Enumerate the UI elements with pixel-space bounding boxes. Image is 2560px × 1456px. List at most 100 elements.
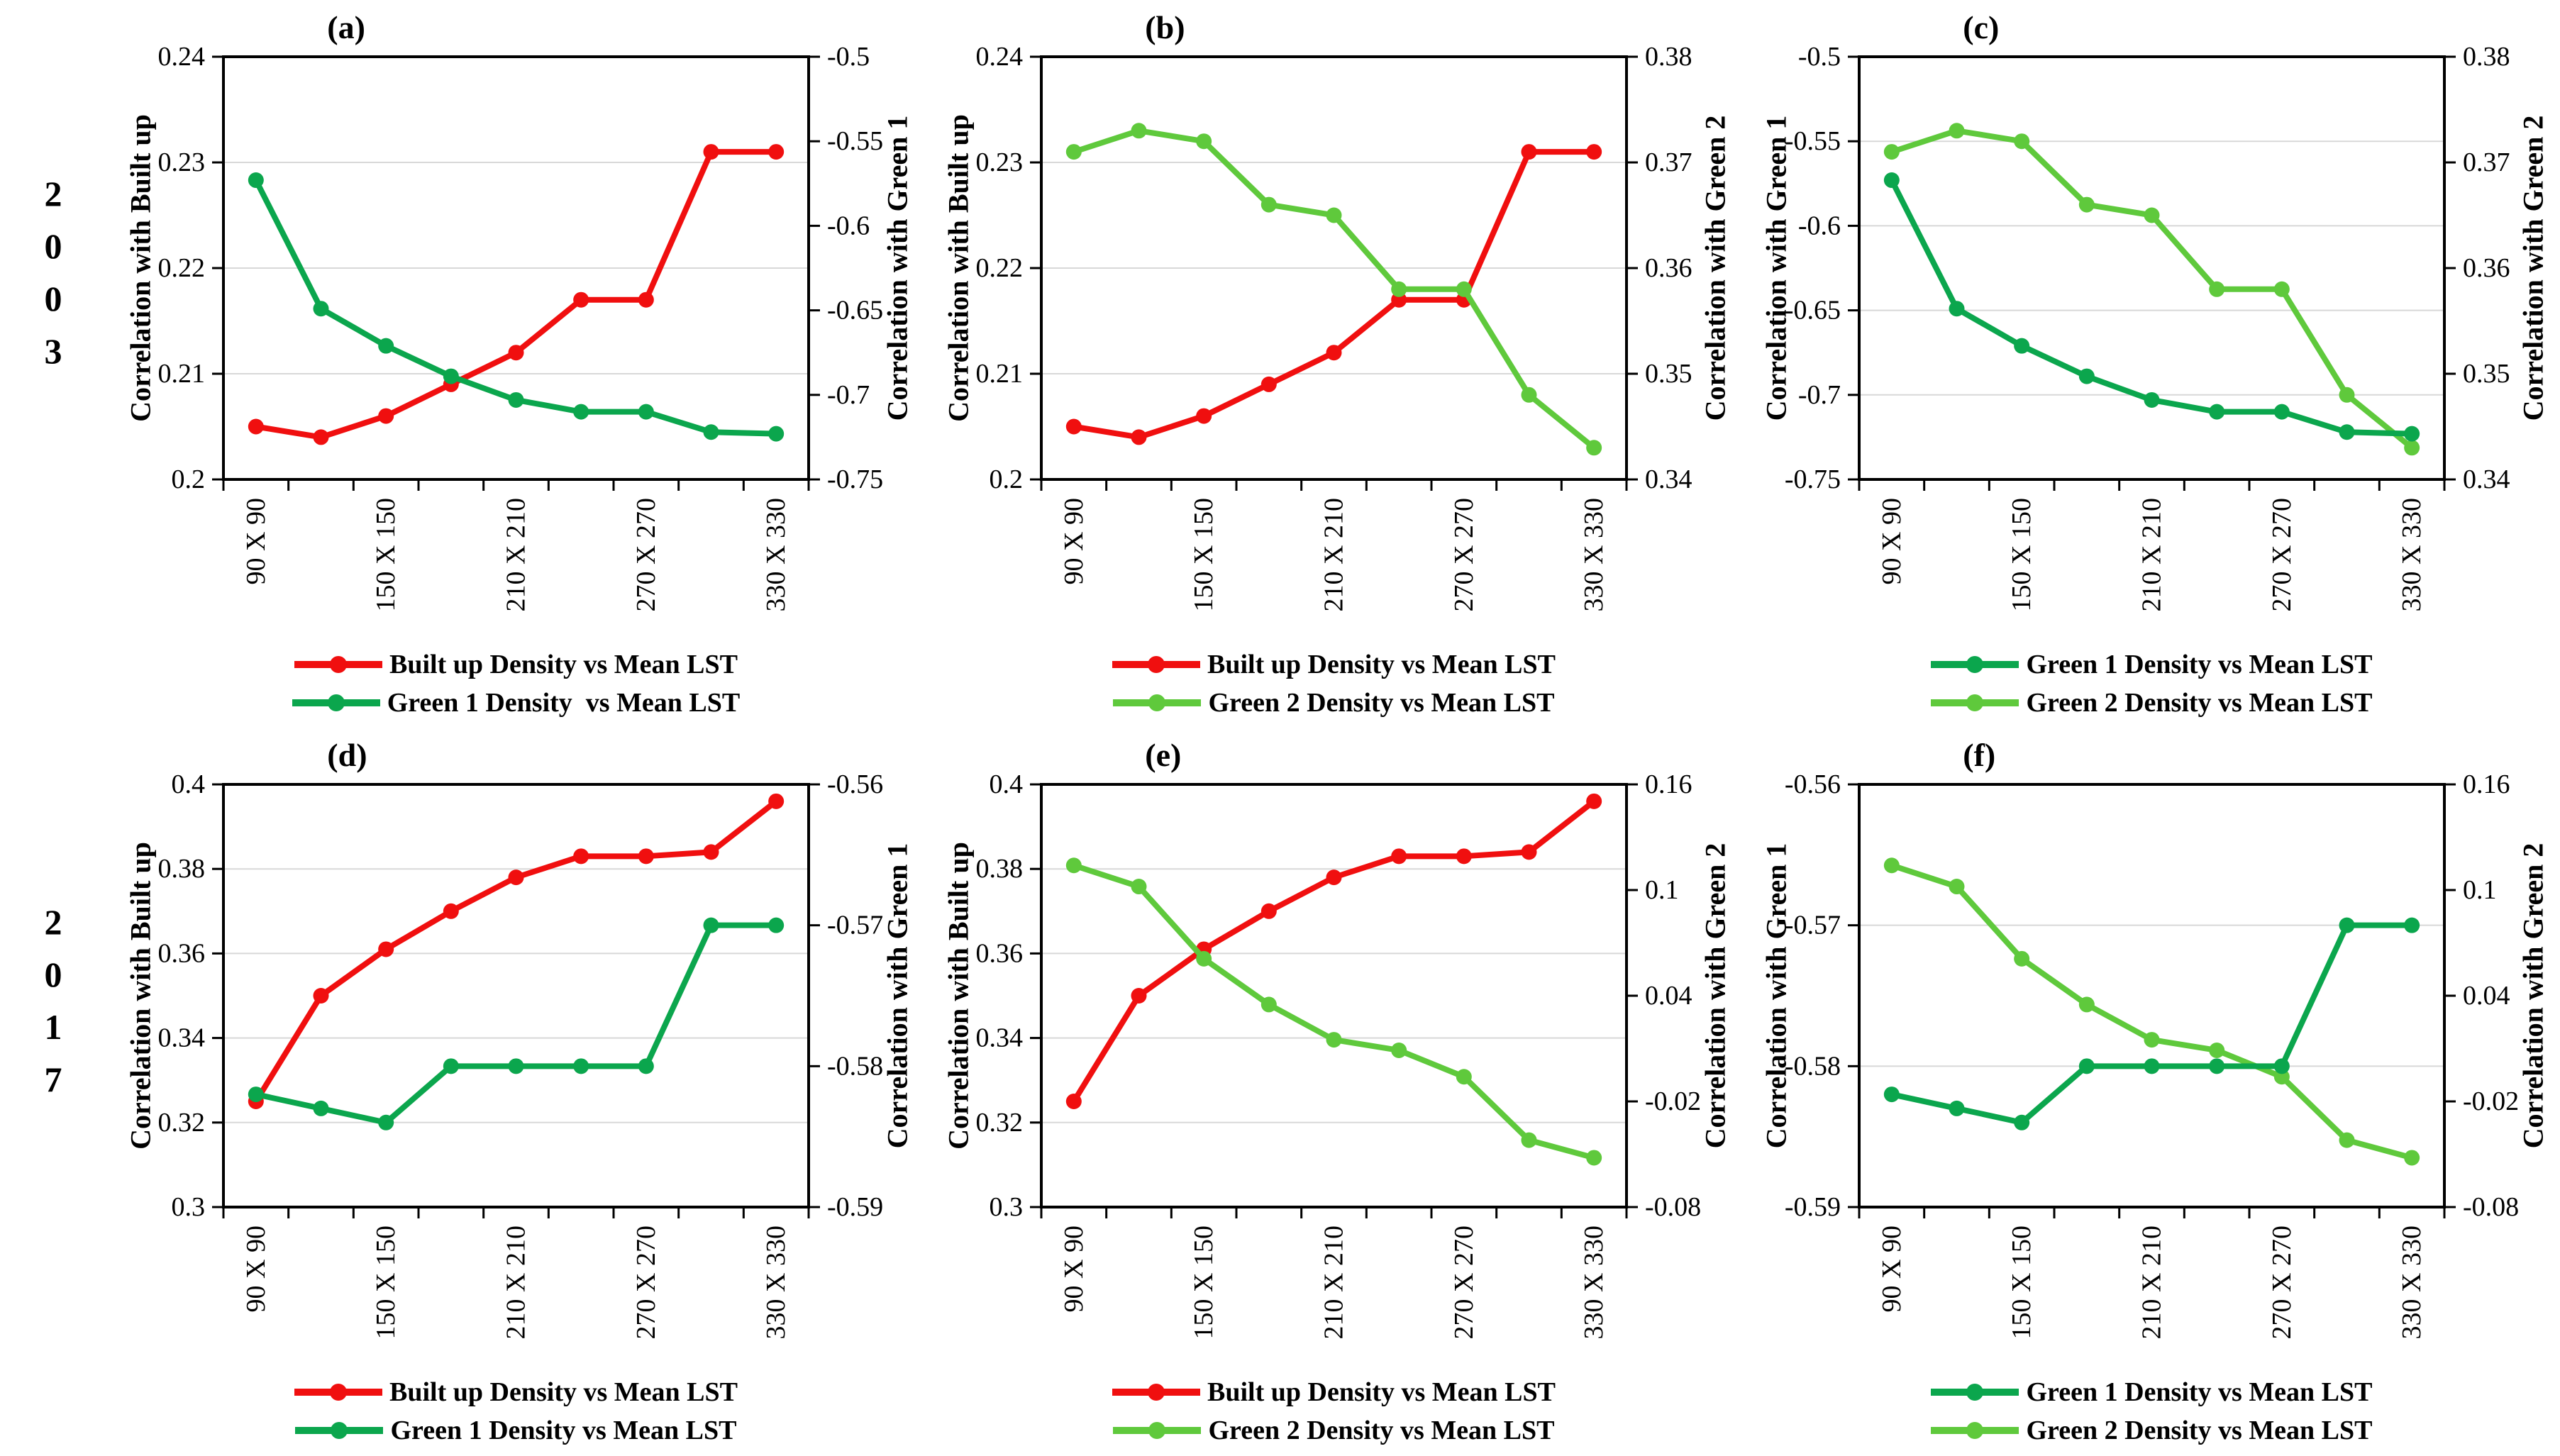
right-tick-label: 0.35 xyxy=(2463,359,2510,389)
right-tick-label: 0.16 xyxy=(1645,773,1692,799)
year-label-2003: 2003 xyxy=(33,174,73,384)
right-tick-label: 0.1 xyxy=(1645,875,1679,905)
x-tick-label: 210 X 210 xyxy=(502,498,531,611)
data-point-marker xyxy=(248,418,264,435)
right-tick-label: -0.08 xyxy=(1645,1192,1701,1222)
data-point-marker xyxy=(1883,1087,1900,1103)
left-tick-label: -0.58 xyxy=(1785,1051,1841,1081)
x-tick-label: 150 X 150 xyxy=(1189,498,1219,611)
left-tick-label: -0.5 xyxy=(1798,45,1841,72)
series-green-1-density-vs-mean-lst xyxy=(1883,172,2420,442)
left-axis: 0.24 0.23 0.22 0.21 0.2 xyxy=(976,45,1041,494)
left-tick-label: -0.55 xyxy=(1785,126,1841,156)
data-point-marker xyxy=(1586,440,1602,456)
legend-item: Built up Density vs Mean LST xyxy=(1111,1373,1556,1411)
left-axis: -0.5 -0.55 -0.6 -0.65 -0.7 -0.75 xyxy=(1785,45,1859,494)
data-point-marker xyxy=(573,404,589,420)
left-tick-label: 0.4 xyxy=(990,773,1024,799)
data-point-marker xyxy=(313,1100,329,1116)
data-point-marker xyxy=(2404,440,2420,456)
right-tick-label: -0.5 xyxy=(827,45,870,72)
left-axis-title: Correlation with Green 1 xyxy=(1761,116,1792,421)
right-tick-label: 0.37 xyxy=(2463,148,2510,177)
left-tick-label: 0.23 xyxy=(158,148,206,177)
data-point-marker xyxy=(1326,869,1342,886)
legend-marker-line-icon xyxy=(1113,1422,1202,1439)
panel-title-b: (b) xyxy=(1145,9,1185,45)
data-point-marker xyxy=(508,345,524,361)
right-axis: -0.5 -0.55 -0.6 -0.65 -0.7 -0.75 xyxy=(809,45,883,494)
left-tick-label: 0.22 xyxy=(976,253,1024,283)
gridlines xyxy=(1859,140,2444,396)
data-point-marker xyxy=(1131,429,1147,445)
data-point-marker xyxy=(2014,338,2030,354)
legend-label: Green 1 Density vs Mean LST xyxy=(2026,650,2373,679)
series-green-2-density-vs-mean-lst xyxy=(1065,123,1602,456)
data-point-marker xyxy=(1456,1069,1472,1085)
x-tick-label: 270 X 270 xyxy=(2267,498,2297,611)
left-axis: 0.24 0.23 0.22 0.21 0.2 xyxy=(158,45,223,494)
data-point-marker xyxy=(1326,1032,1342,1048)
right-axis-title: Correlation with Green 1 xyxy=(882,843,914,1149)
legend-marker-line-icon xyxy=(1931,1384,2019,1401)
x-tick-label: 270 X 270 xyxy=(1449,1226,1479,1339)
right-tick-label: -0.6 xyxy=(827,211,870,240)
data-point-marker xyxy=(638,1058,654,1074)
data-point-marker xyxy=(1196,133,1212,150)
data-point-marker xyxy=(1196,950,1212,967)
data-point-marker xyxy=(1260,196,1277,213)
x-axis: 90 X 90 150 X 150 210 X 210 270 X 270 330 X … xyxy=(1858,479,2446,611)
legend-marker-line-icon xyxy=(292,694,380,711)
right-tick-label: -0.59 xyxy=(827,1192,883,1222)
data-point-marker xyxy=(2339,387,2355,403)
data-point-marker xyxy=(1391,281,1407,297)
left-tick-label: 0.23 xyxy=(976,148,1024,177)
data-point-marker xyxy=(313,301,329,317)
right-tick-label: -0.56 xyxy=(827,773,883,799)
left-axis-title: Correlation with Built up xyxy=(943,842,975,1150)
right-tick-label: -0.55 xyxy=(827,126,883,156)
panel-a: (a) 0.24 0.23 0.22 0.21 0.2 -0.5 -0.55 -0.6 -0.6… xyxy=(106,0,924,728)
legend-label: Green 1 Density vs Mean LST xyxy=(2026,1377,2373,1407)
left-tick-label: 0.34 xyxy=(976,1023,1024,1053)
data-point-marker xyxy=(2014,133,2030,150)
data-point-marker xyxy=(1131,988,1147,1004)
x-axis: 90 X 90 150 X 150 210 X 210 270 X 270 330 X … xyxy=(222,1207,810,1339)
panel-title-d: (d) xyxy=(327,737,367,773)
right-tick-label: 0.34 xyxy=(1645,465,1692,494)
gridlines xyxy=(1041,162,1627,374)
right-axis: 0.16 0.1 0.04 -0.02 -0.08 xyxy=(2444,773,2519,1222)
left-tick-label: 0.4 xyxy=(172,773,206,799)
legend-marker-line-icon xyxy=(294,1384,383,1401)
data-point-marker xyxy=(1949,879,1965,895)
right-axis-title: Correlation with Green 2 xyxy=(1700,116,1731,421)
right-tick-label: -0.08 xyxy=(2463,1192,2519,1222)
left-tick-label: 0.24 xyxy=(158,45,206,72)
data-point-marker xyxy=(2014,1114,2030,1130)
data-point-marker xyxy=(768,144,785,160)
data-point-marker xyxy=(1949,1100,1965,1116)
left-tick-label: -0.59 xyxy=(1785,1192,1841,1222)
left-tick-label: -0.75 xyxy=(1785,465,1841,494)
data-point-marker xyxy=(378,338,394,354)
left-axis: 0.4 0.38 0.36 0.34 0.32 0.3 xyxy=(158,773,223,1222)
left-tick-label: 0.36 xyxy=(158,938,206,968)
series-built-up-density-vs-mean-lst xyxy=(1065,144,1602,445)
data-point-marker xyxy=(508,391,524,408)
legend-item: Green 1 Density vs Mean LST xyxy=(1929,645,2373,684)
right-tick-label: 0.16 xyxy=(2463,773,2510,799)
x-tick-label: 90 X 90 xyxy=(1059,1226,1089,1312)
x-tick-label: 270 X 270 xyxy=(631,1226,661,1339)
data-point-marker xyxy=(1883,857,1900,874)
right-tick-label: -0.02 xyxy=(2463,1087,2519,1116)
chart-b: 0.24 0.23 0.22 0.21 0.2 0.38 0.37 0.36 0.35 0.34 9… xyxy=(943,45,1731,611)
x-tick-label: 90 X 90 xyxy=(241,498,271,584)
data-point-marker xyxy=(638,848,654,865)
chart-d: 0.40.380.360.340.320.3-0.56-0.57-0.58-0.… xyxy=(125,773,914,1339)
data-point-marker xyxy=(2144,1058,2160,1074)
data-point-marker xyxy=(2209,1058,2225,1074)
data-point-marker xyxy=(1456,281,1472,297)
data-point-marker xyxy=(2144,1032,2160,1048)
data-point-marker xyxy=(1326,207,1342,223)
data-point-marker xyxy=(768,426,785,442)
